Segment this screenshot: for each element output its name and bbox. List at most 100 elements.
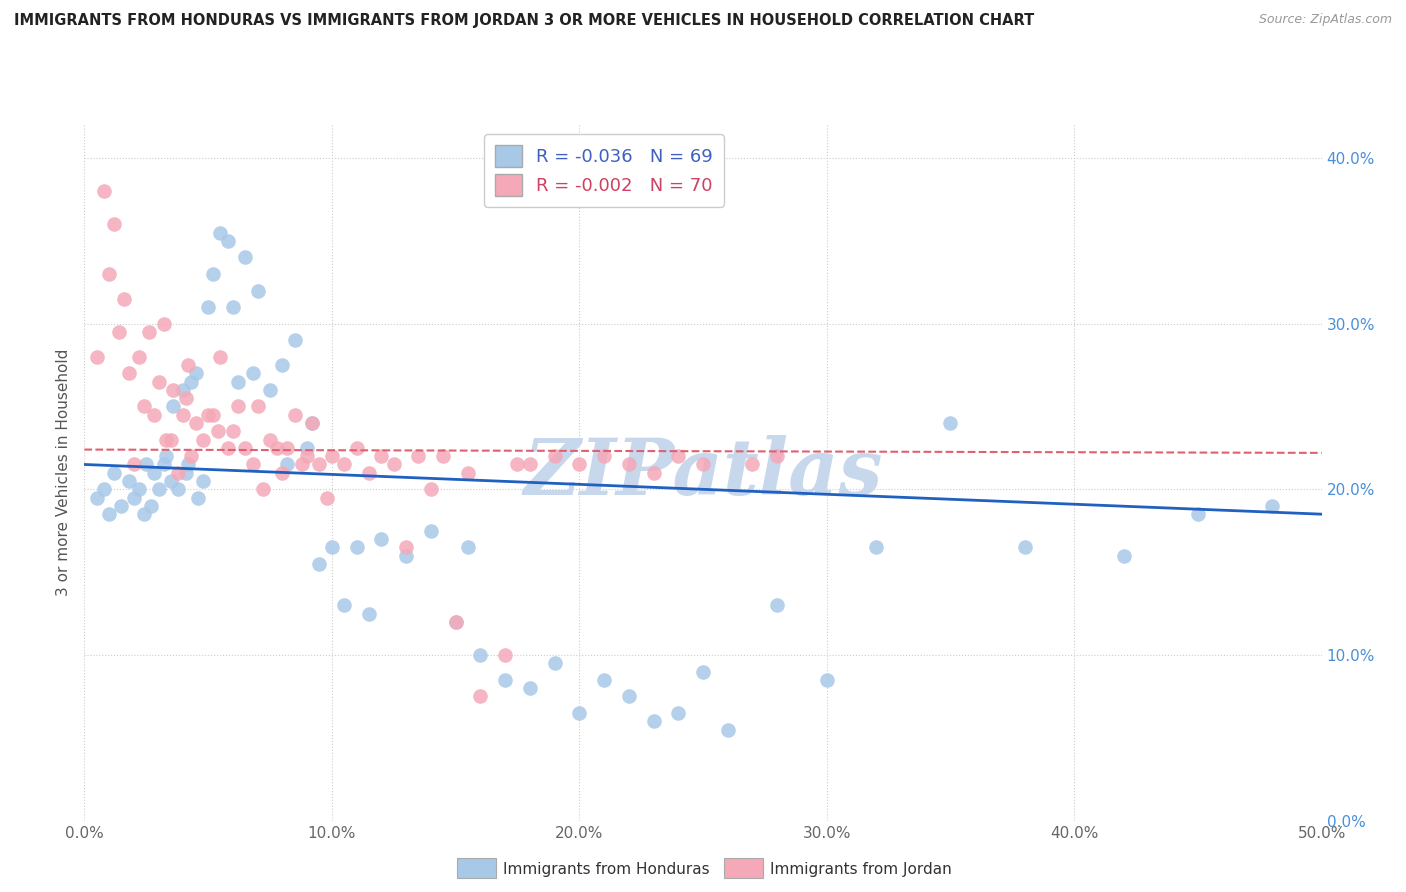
Point [180,375,202,389]
Point [301,416,323,430]
Point [222,300,245,314]
Point [395,549,418,563]
Point [444,615,467,629]
Point [276,458,298,472]
Point [202,408,225,422]
Point [333,599,356,613]
Point [543,449,565,463]
Point [692,458,714,472]
Point [666,449,689,463]
Legend: R = -0.036   N = 69, R = -0.002   N = 70: R = -0.036 N = 69, R = -0.002 N = 70 [484,134,724,207]
Point [110,499,132,513]
Point [643,466,665,480]
Point [815,673,838,687]
Point [1112,549,1135,563]
Point [259,383,281,397]
Point [160,474,183,488]
Point [191,474,214,488]
Point [666,706,689,720]
Point [174,466,197,480]
Point [419,483,441,497]
Point [112,292,135,306]
Point [692,665,714,679]
Point [568,706,591,720]
Point [271,466,294,480]
Y-axis label: 3 or more Vehicles in Household: 3 or more Vehicles in Household [56,349,72,597]
Point [494,648,516,662]
Point [242,458,264,472]
Point [197,408,219,422]
Point [167,466,190,480]
Point [128,483,150,497]
Point [132,400,155,414]
Point [174,391,197,405]
Point [222,425,245,439]
Point [187,491,209,505]
Point [284,333,307,347]
Text: Immigrants from Honduras: Immigrants from Honduras [503,863,710,877]
Point [128,350,150,364]
Point [643,714,665,729]
Point [346,441,368,455]
Point [118,474,141,488]
Point [617,690,640,704]
Point [118,367,141,381]
Point [242,367,264,381]
Point [284,408,307,422]
Point [138,325,160,339]
Point [191,433,214,447]
Point [271,358,294,372]
Point [197,300,219,314]
Point [593,449,616,463]
Point [207,425,229,439]
Point [506,458,529,472]
Point [180,449,202,463]
Point [519,681,541,695]
Point [98,507,121,521]
Point [333,458,356,472]
Point [142,408,165,422]
Point [172,408,194,422]
Point [717,723,740,737]
Point [357,466,380,480]
Point [141,499,163,513]
Point [167,483,190,497]
Point [766,599,789,613]
Point [370,449,392,463]
Point [103,466,125,480]
Point [593,673,616,687]
Point [444,615,467,629]
Point [470,648,492,662]
Point [93,184,115,198]
Point [741,458,763,472]
Point [382,458,405,472]
Point [357,607,380,621]
Point [108,325,131,339]
Point [291,458,314,472]
Point [162,383,184,397]
Point [276,441,298,455]
Point [209,350,232,364]
Point [135,458,157,472]
Text: ZIPatlas: ZIPatlas [523,434,883,511]
Point [246,284,269,298]
Text: IMMIGRANTS FROM HONDURAS VS IMMIGRANTS FROM JORDAN 3 OR MORE VEHICLES IN HOUSEHO: IMMIGRANTS FROM HONDURAS VS IMMIGRANTS F… [14,13,1035,29]
Point [494,673,516,687]
Point [321,449,343,463]
Point [457,466,479,480]
Point [295,441,318,455]
Point [419,524,441,538]
Point [142,466,165,480]
Point [346,541,368,555]
Point [177,458,200,472]
Point [301,416,323,430]
Point [148,375,170,389]
Point [766,449,789,463]
Point [86,350,108,364]
Text: Source: ZipAtlas.com: Source: ZipAtlas.com [1258,13,1392,27]
Point [122,458,145,472]
Point [266,441,288,455]
Point [519,458,541,472]
Point [152,458,174,472]
Point [93,483,115,497]
